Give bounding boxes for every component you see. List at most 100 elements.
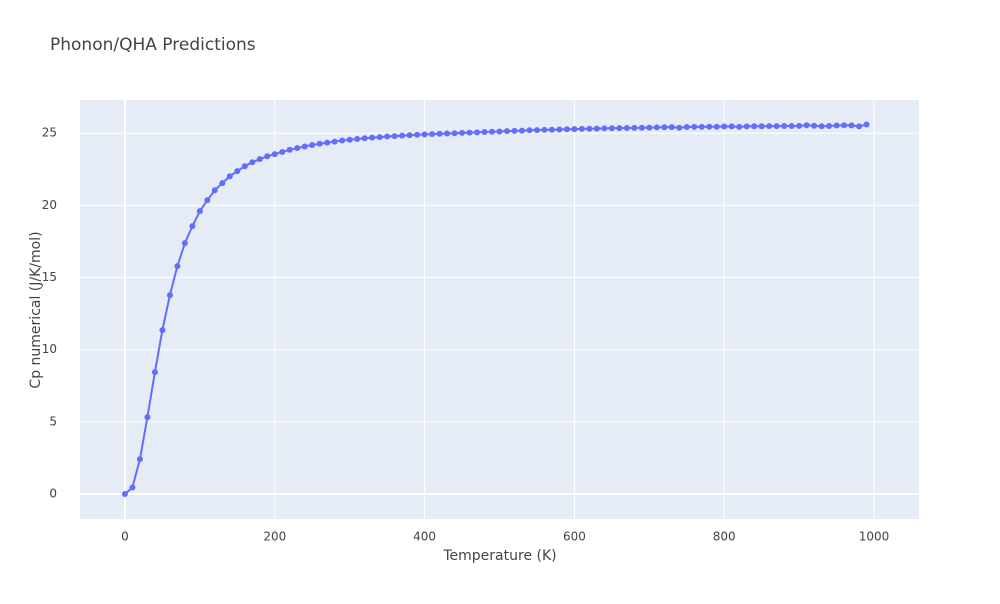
y-tick-label: 5 xyxy=(49,414,57,428)
point-marker xyxy=(548,126,555,133)
x-tick-label: 800 xyxy=(713,530,736,544)
point-marker xyxy=(181,240,188,247)
point-marker xyxy=(406,132,413,139)
point-marker xyxy=(444,130,451,137)
point-marker xyxy=(384,133,391,140)
point-marker xyxy=(841,122,848,129)
point-marker xyxy=(631,124,638,131)
point-marker xyxy=(511,127,518,134)
point-marker xyxy=(466,129,473,136)
point-marker xyxy=(796,122,803,129)
series-line xyxy=(124,123,867,495)
point-marker xyxy=(668,124,675,131)
point-marker xyxy=(811,122,818,129)
point-marker xyxy=(593,125,600,132)
point-marker xyxy=(436,130,443,137)
point-marker xyxy=(856,123,863,130)
point-marker xyxy=(264,153,271,160)
y-tick-label: 0 xyxy=(49,487,57,501)
point-marker xyxy=(204,197,211,204)
x-tick-label: 0 xyxy=(121,530,129,544)
point-marker xyxy=(646,124,653,131)
point-marker xyxy=(271,151,278,158)
point-marker xyxy=(698,123,705,130)
point-marker xyxy=(346,136,353,143)
y-axis-title: Cp numerical (J/K/mol) xyxy=(28,231,44,388)
point-marker xyxy=(309,142,316,149)
point-marker xyxy=(391,133,398,140)
point-marker xyxy=(121,491,128,498)
point-marker xyxy=(556,126,563,133)
point-marker xyxy=(833,122,840,129)
point-marker xyxy=(301,143,308,150)
point-marker xyxy=(174,263,181,270)
point-marker xyxy=(354,135,361,142)
point-marker xyxy=(159,327,166,334)
x-tick-label: 400 xyxy=(413,530,436,544)
point-marker xyxy=(189,223,196,230)
point-marker xyxy=(616,125,623,132)
point-marker xyxy=(713,123,720,130)
y-tick-label: 25 xyxy=(42,126,57,140)
point-marker xyxy=(211,187,218,194)
point-marker xyxy=(691,123,698,130)
point-marker xyxy=(758,123,765,130)
point-marker xyxy=(736,123,743,130)
point-marker xyxy=(256,156,263,163)
point-marker xyxy=(721,123,728,130)
point-marker xyxy=(586,125,593,132)
point-marker xyxy=(286,146,293,153)
point-marker xyxy=(676,124,683,131)
x-tick-label: 1000 xyxy=(859,530,890,544)
point-marker xyxy=(608,125,615,132)
point-marker xyxy=(241,163,248,170)
point-marker xyxy=(578,125,585,132)
point-marker xyxy=(489,128,496,135)
point-marker xyxy=(376,134,383,141)
y-tick-label: 20 xyxy=(42,198,57,212)
point-marker xyxy=(803,122,810,129)
point-marker xyxy=(136,456,143,463)
point-marker xyxy=(728,123,735,130)
point-marker xyxy=(623,125,630,132)
point-marker xyxy=(129,484,136,491)
point-marker xyxy=(743,123,750,130)
plot-area xyxy=(80,100,919,519)
point-marker xyxy=(144,414,151,421)
point-marker xyxy=(503,128,510,135)
point-marker xyxy=(863,121,870,128)
point-marker xyxy=(788,122,795,129)
point-marker xyxy=(421,131,428,138)
point-marker xyxy=(151,369,158,376)
point-marker xyxy=(826,122,833,129)
point-marker xyxy=(166,292,173,299)
x-tick-label: 200 xyxy=(263,530,286,544)
point-marker xyxy=(518,127,525,134)
point-marker xyxy=(429,131,436,138)
point-marker xyxy=(661,124,668,131)
point-marker xyxy=(294,145,301,152)
point-marker xyxy=(196,208,203,215)
point-marker xyxy=(818,123,825,130)
point-marker xyxy=(234,168,241,175)
point-marker xyxy=(638,124,645,131)
point-marker xyxy=(706,123,713,130)
point-marker xyxy=(571,126,578,133)
point-marker xyxy=(526,127,533,134)
point-marker xyxy=(316,140,323,147)
x-axis-title: Temperature (K) xyxy=(442,548,556,564)
point-marker xyxy=(459,129,466,136)
point-marker xyxy=(324,139,331,146)
point-marker xyxy=(601,125,608,132)
point-marker xyxy=(331,138,338,145)
point-marker xyxy=(219,180,226,187)
point-marker xyxy=(399,132,406,139)
point-marker xyxy=(563,126,570,133)
point-marker xyxy=(781,122,788,129)
point-marker xyxy=(369,134,376,141)
point-marker xyxy=(496,128,503,135)
point-marker xyxy=(683,123,690,130)
point-marker xyxy=(249,159,256,166)
